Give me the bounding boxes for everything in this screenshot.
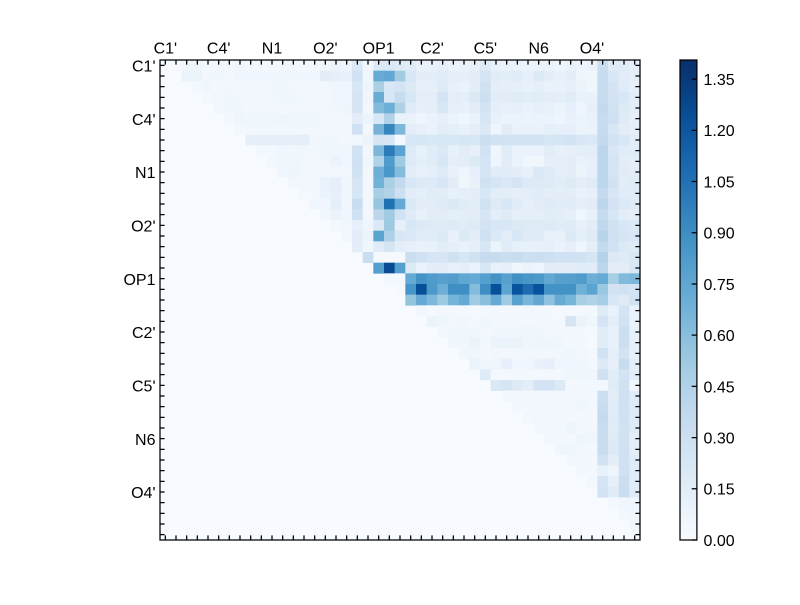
svg-text:O2': O2' <box>313 41 337 58</box>
svg-text:C4': C4' <box>207 41 231 58</box>
svg-text:0.60: 0.60 <box>704 328 735 345</box>
svg-text:0.00: 0.00 <box>704 533 735 550</box>
svg-text:C4': C4' <box>132 112 156 129</box>
svg-text:C2': C2' <box>132 325 156 342</box>
svg-text:O2': O2' <box>131 218 155 235</box>
svg-text:O4': O4' <box>580 41 604 58</box>
svg-text:0.30: 0.30 <box>704 430 735 447</box>
svg-text:C2': C2' <box>420 41 444 58</box>
svg-text:C1': C1' <box>154 41 178 58</box>
svg-text:N6: N6 <box>135 432 156 449</box>
svg-text:C5': C5' <box>132 378 156 395</box>
svg-text:N6: N6 <box>528 41 549 58</box>
svg-text:N1: N1 <box>135 165 156 182</box>
svg-text:1.20: 1.20 <box>704 123 735 140</box>
svg-text:0.45: 0.45 <box>704 379 735 396</box>
svg-text:O4': O4' <box>131 485 155 502</box>
svg-text:C1': C1' <box>132 58 156 75</box>
svg-text:OP1: OP1 <box>123 272 155 289</box>
svg-text:0.75: 0.75 <box>704 277 735 294</box>
svg-text:C5': C5' <box>474 41 498 58</box>
svg-text:0.15: 0.15 <box>704 482 735 499</box>
svg-text:1.05: 1.05 <box>704 174 735 191</box>
svg-text:N1: N1 <box>262 41 283 58</box>
svg-text:OP1: OP1 <box>363 41 395 58</box>
svg-text:0.90: 0.90 <box>704 226 735 243</box>
svg-text:1.35: 1.35 <box>704 72 735 89</box>
